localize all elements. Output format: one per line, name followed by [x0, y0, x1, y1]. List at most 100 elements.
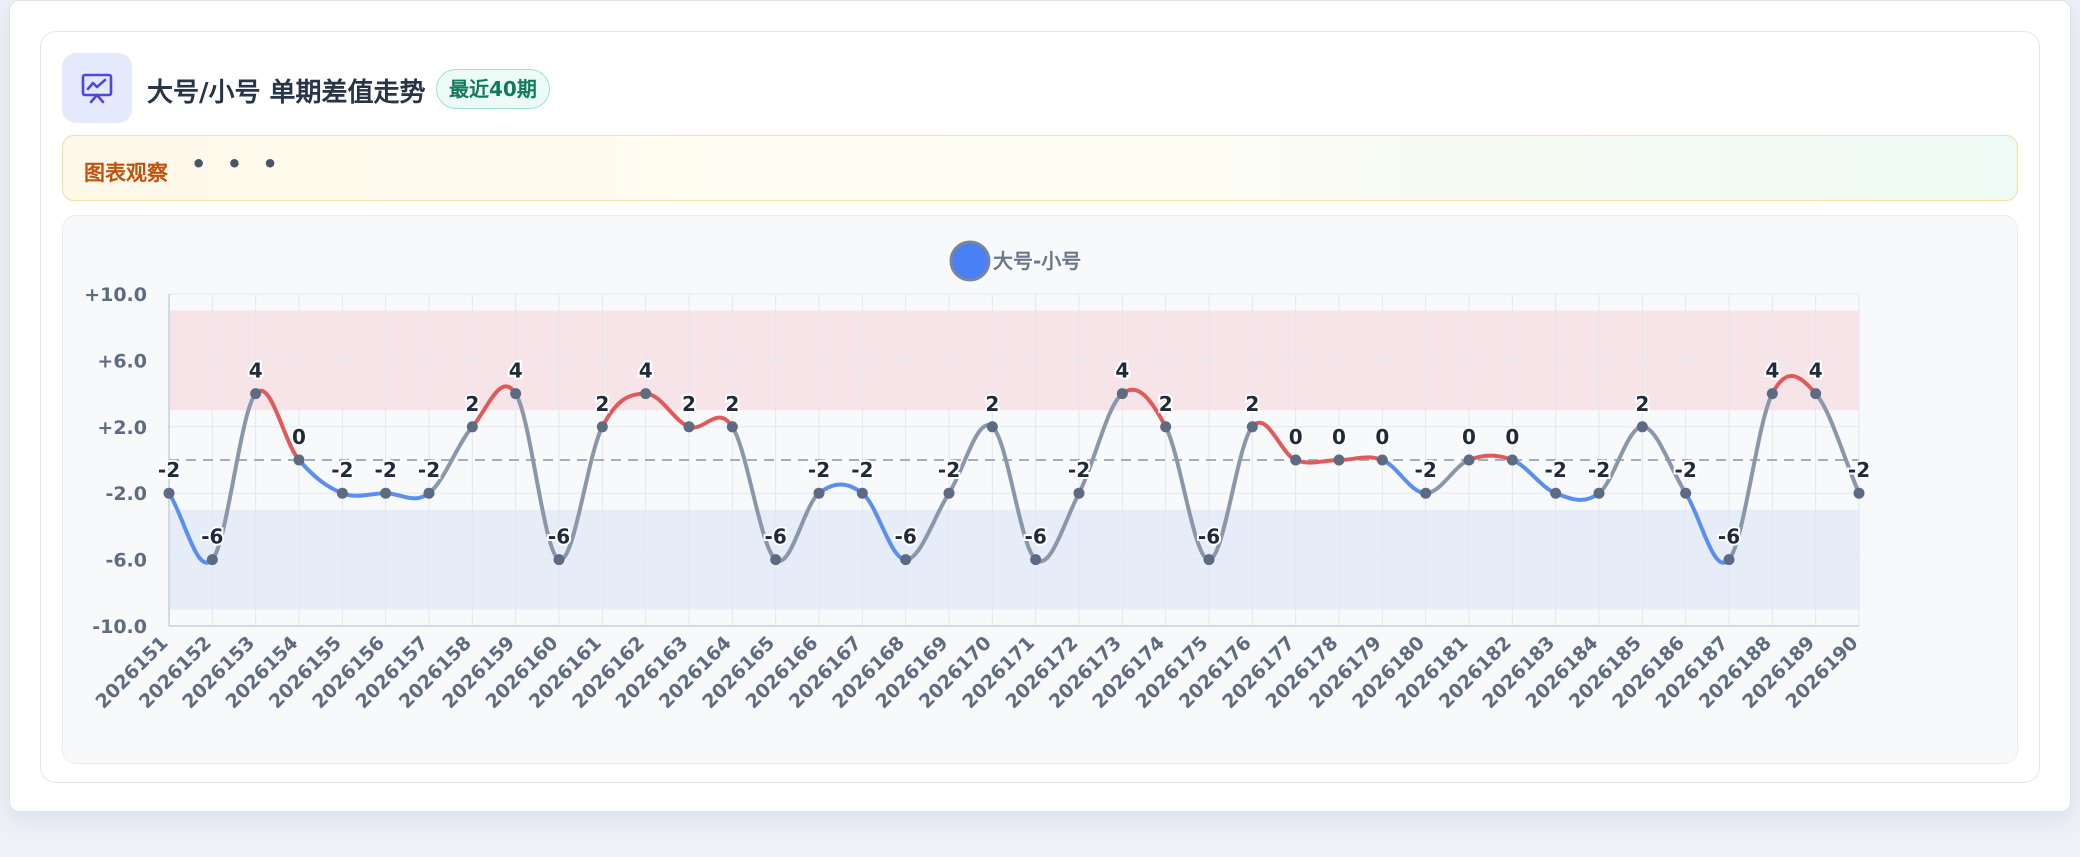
data-point — [1116, 388, 1128, 400]
data-label: -2 — [1545, 458, 1567, 482]
data-label: 0 — [292, 425, 306, 449]
data-point — [250, 388, 262, 400]
series-line-segment — [1553, 491, 1601, 502]
data-point — [510, 388, 522, 400]
data-point — [1160, 421, 1172, 433]
more-dots-icon[interactable]: • • • — [191, 150, 284, 178]
data-label: -2 — [1415, 458, 1437, 482]
data-label: -2 — [375, 458, 397, 482]
chart-title: 大号/小号 单期差值走势 — [147, 78, 426, 108]
data-label: 4 — [639, 359, 653, 383]
series-line-segment — [557, 424, 605, 562]
data-point — [1463, 454, 1475, 466]
series-line-segment — [340, 491, 388, 498]
observation-panel[interactable]: 图表观察 • • • — [62, 135, 2018, 201]
data-label: -6 — [895, 525, 917, 549]
legend-marker — [949, 240, 991, 282]
data-label: -2 — [1588, 458, 1610, 482]
data-label: 2 — [465, 392, 479, 416]
period-badge: 最近40期 — [436, 69, 550, 109]
data-point — [1636, 421, 1648, 433]
y-tick-label: -2.0 — [105, 483, 147, 505]
data-label: 2 — [682, 392, 696, 416]
data-label: -2 — [851, 458, 873, 482]
data-label: -2 — [331, 458, 353, 482]
data-label: 4 — [249, 359, 263, 383]
data-label: 2 — [1635, 392, 1649, 416]
data-label: 4 — [1765, 359, 1779, 383]
series-line-segment — [470, 384, 518, 429]
data-label: 0 — [1505, 425, 1519, 449]
series-line-segment — [383, 491, 431, 501]
series-line-segment — [1163, 424, 1211, 562]
data-point — [336, 487, 348, 499]
data-point — [1680, 487, 1692, 499]
data-label: 2 — [985, 392, 999, 416]
series-line-segment — [210, 391, 258, 562]
data-point — [1290, 454, 1302, 466]
series-line-segment — [1467, 453, 1515, 462]
data-label: -2 — [1675, 458, 1697, 482]
data-point — [1030, 554, 1042, 566]
data-point — [770, 554, 782, 566]
observation-title: 图表观察 — [84, 161, 168, 185]
data-point — [1420, 487, 1432, 499]
series-line-segment — [1683, 491, 1731, 565]
data-label: 4 — [1115, 359, 1129, 383]
data-point — [1376, 454, 1388, 466]
data-point — [1203, 554, 1215, 566]
data-label: 2 — [725, 392, 739, 416]
legend: 大号-小号 — [949, 240, 1081, 282]
data-point — [1810, 388, 1822, 400]
data-point — [640, 388, 652, 400]
data-point — [726, 421, 738, 433]
data-label: -2 — [1068, 458, 1090, 482]
data-point — [163, 487, 175, 499]
series-line-segment — [1337, 455, 1385, 462]
data-point — [423, 487, 435, 499]
series-line-segment — [427, 424, 475, 496]
data-label: -6 — [1718, 525, 1740, 549]
y-tick-label: -6.0 — [105, 550, 147, 572]
series-line-segment — [1770, 373, 1818, 396]
y-tick-label: +2.0 — [97, 417, 147, 439]
data-point — [986, 421, 998, 433]
series-line-segment — [730, 424, 778, 562]
data-point — [900, 554, 912, 566]
data-point — [596, 421, 608, 433]
data-point — [1723, 554, 1735, 566]
data-label: -2 — [418, 458, 440, 482]
data-point — [943, 487, 955, 499]
data-point — [1333, 454, 1345, 466]
data-label: -2 — [158, 458, 180, 482]
chart-presentation-icon — [62, 53, 132, 123]
data-point — [813, 487, 825, 499]
data-label: -2 — [938, 458, 960, 482]
data-label: 0 — [1375, 425, 1389, 449]
data-point — [683, 421, 695, 433]
series-line-segment — [1727, 391, 1775, 562]
data-point — [380, 487, 392, 499]
y-tick-label: +10.0 — [84, 284, 147, 306]
data-point — [1506, 454, 1518, 466]
series-line-segment — [1077, 391, 1125, 496]
data-label: -6 — [201, 525, 223, 549]
data-label: -2 — [1848, 458, 1870, 482]
data-point — [466, 421, 478, 433]
data-label: -6 — [548, 525, 570, 549]
chart-area: +10.0 +6.0 +2.0 -2.0 -6.0 -10.0 2026151 2026152… — [62, 215, 2018, 764]
legend-label: 大号-小号 — [993, 249, 1081, 273]
line-chart: +10.0+6.0+2.0-2.0-6.0-10.020261512026152… — [84, 240, 1872, 713]
data-point — [1853, 487, 1865, 499]
series-line-segment — [513, 391, 561, 562]
data-label: 2 — [595, 392, 609, 416]
series-line-segment — [167, 491, 215, 565]
data-point — [1593, 487, 1605, 499]
data-label: 4 — [1809, 359, 1823, 383]
data-label: -6 — [1025, 525, 1047, 549]
data-point — [1766, 388, 1778, 400]
data-label: 2 — [1245, 392, 1259, 416]
page-frame: 大号/小号 单期差值走势 最近40期 图表观察 • • • +10.0 +6.0 +… — [9, 0, 2071, 812]
data-point — [1246, 421, 1258, 433]
data-point — [293, 454, 305, 466]
